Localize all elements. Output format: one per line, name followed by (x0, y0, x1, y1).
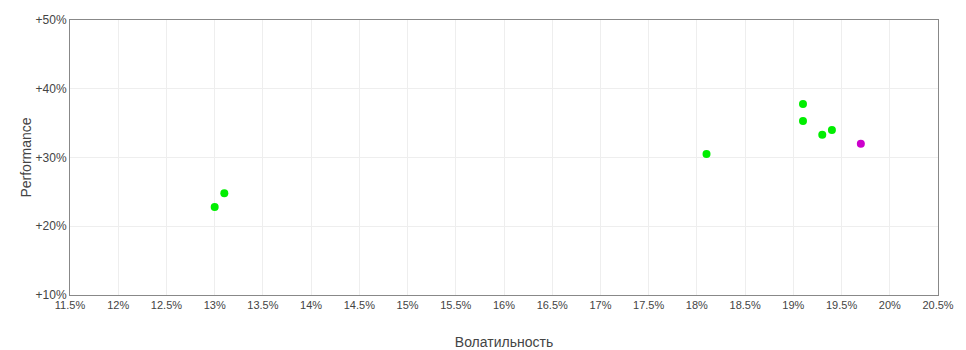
svg-text:18%: 18% (686, 299, 708, 311)
svg-text:Волатильность: Волатильность (455, 334, 553, 350)
svg-text:15.5%: 15.5% (440, 299, 471, 311)
svg-text:12%: 12% (107, 299, 129, 311)
svg-text:16.5%: 16.5% (537, 299, 568, 311)
svg-text:13.5%: 13.5% (247, 299, 278, 311)
svg-text:11.5%: 11.5% (55, 299, 86, 311)
svg-text:16%: 16% (493, 299, 515, 311)
svg-text:+30%: +30% (36, 151, 67, 165)
svg-text:14%: 14% (300, 299, 322, 311)
svg-text:19%: 19% (782, 299, 804, 311)
svg-text:13%: 13% (204, 299, 226, 311)
svg-text:20%: 20% (879, 299, 901, 311)
svg-text:+40%: +40% (36, 82, 67, 96)
svg-text:+20%: +20% (36, 219, 67, 233)
svg-text:19.5%: 19.5% (826, 299, 857, 311)
svg-text:17%: 17% (589, 299, 611, 311)
svg-text:15%: 15% (397, 299, 419, 311)
svg-text:+50%: +50% (36, 13, 67, 27)
svg-text:Performance: Performance (18, 117, 34, 197)
svg-text:12.5%: 12.5% (151, 299, 182, 311)
svg-text:17.5%: 17.5% (633, 299, 664, 311)
svg-text:20.5%: 20.5% (922, 299, 953, 311)
svg-text:+10%: +10% (36, 288, 67, 302)
svg-text:18.5%: 18.5% (730, 299, 761, 311)
svg-text:14.5%: 14.5% (344, 299, 375, 311)
